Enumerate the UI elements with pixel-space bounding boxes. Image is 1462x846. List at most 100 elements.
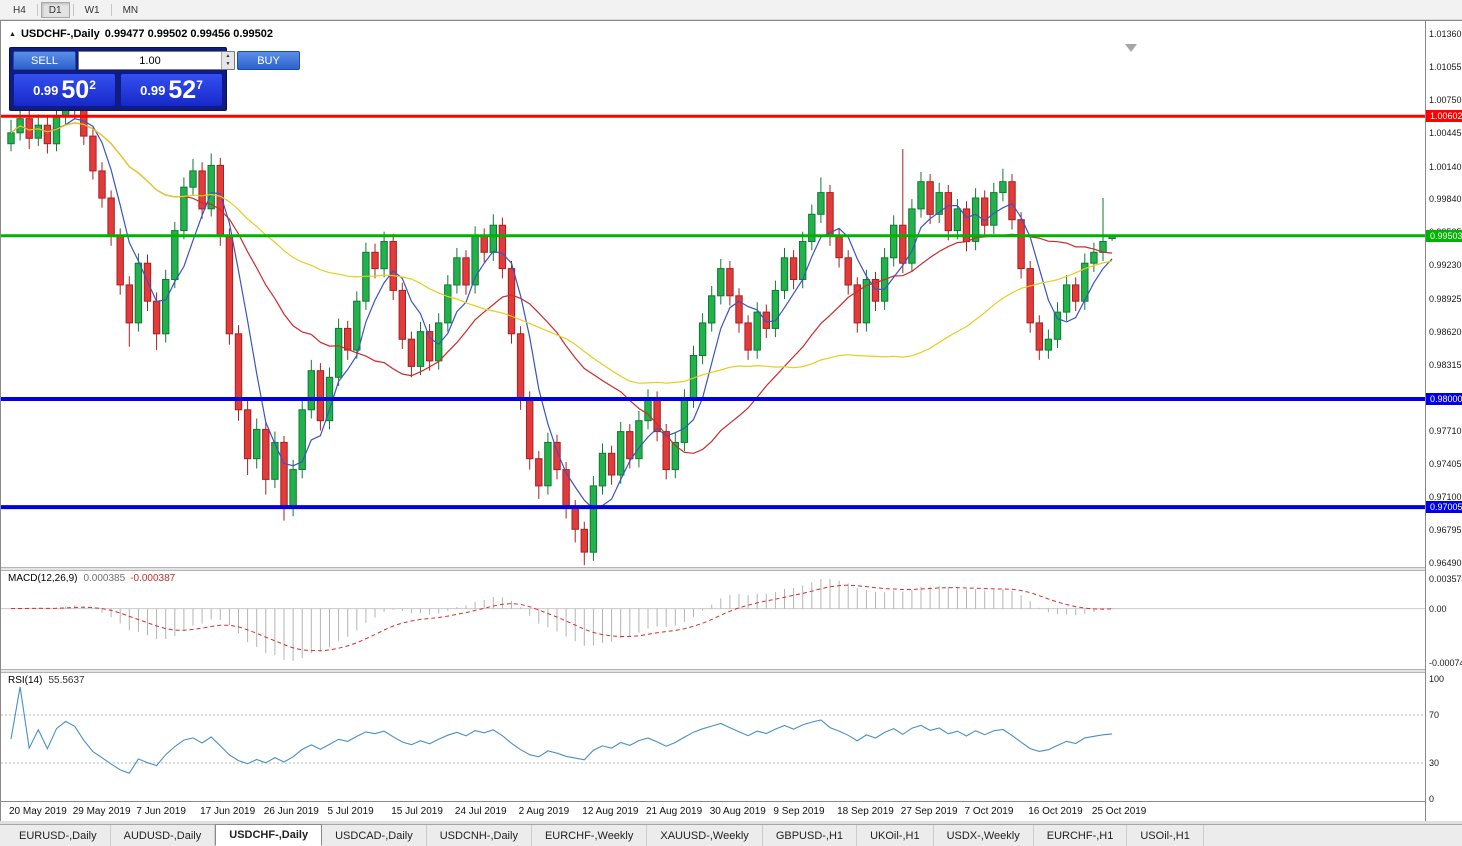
sell-price-prefix: 0.99: [33, 82, 59, 98]
rsi-panel-canvas[interactable]: [1, 673, 1425, 801]
price-line-badge: 0.98000: [1426, 393, 1462, 405]
chart-tab-eurchf-h1[interactable]: EURCHF-,H1: [1034, 825, 1128, 846]
macd-name: MACD(12,26,9): [8, 573, 78, 584]
buy-price-button[interactable]: 0.99 52 7: [120, 73, 223, 107]
date-tick: 25 Oct 2019: [1091, 806, 1147, 817]
price-tick: 0.98315: [1429, 359, 1462, 370]
time-axis[interactable]: 20 May 2019 29 May 2019 7 Jun 2019 17 Jun 2…: [1, 801, 1425, 822]
date-tick: 18 Sep 2019: [837, 806, 894, 817]
price-tick: 1.00750: [1429, 95, 1462, 106]
volume-increase-button[interactable]: ▲: [222, 52, 234, 61]
timeframe-button-h4[interactable]: H4: [5, 2, 34, 18]
sell-button[interactable]: SELL: [13, 51, 76, 70]
chart-title-symbol: USDCHF-,Daily: [20, 28, 100, 40]
chart-tab-usdx-weekly[interactable]: USDX-,Weekly: [934, 825, 1034, 846]
ma-line-45: [10, 122, 1113, 384]
price-tick: 0.98925: [1429, 293, 1462, 304]
panel-splitter[interactable]: [1, 567, 1425, 571]
chart-window: ▲ USDCHF-,Daily 0.99477 0.99502 0.99456 …: [0, 20, 1462, 823]
date-tick: 24 Jul 2019: [454, 806, 507, 817]
chart-tab-usdcad-daily[interactable]: USDCAD-,Daily: [322, 825, 427, 846]
sell-price-big: 50: [61, 75, 90, 104]
chart-tab-gbpusd-h1[interactable]: GBPUSD-,H1: [763, 825, 858, 846]
price-tick: 0.99230: [1429, 260, 1462, 271]
chart-tab-audusd-daily[interactable]: AUDUSD-,Daily: [111, 825, 216, 846]
chart-tab-bar: EURUSD-,Daily AUDUSD-,Daily USDCHF-,Daily U…: [0, 824, 1462, 846]
one-click-trading-panel: SELL ▲ ▼ BUY 0.99 50 2 0.99 52 7: [9, 47, 300, 111]
price-tick: 1.01055: [1429, 62, 1462, 73]
macd-value-main: 0.000385: [83, 573, 126, 584]
chart-title-ohlc: 0.99477 0.99502 0.99456 0.99502: [104, 28, 273, 40]
date-tick: 7 Oct 2019: [964, 806, 1014, 817]
indicator-axis-label: -0.000749: [1429, 658, 1462, 668]
price-tick: 1.00445: [1429, 128, 1462, 139]
chart-tab-usdchf-daily[interactable]: USDCHF-,Daily: [215, 824, 323, 846]
date-tick: 29 May 2019: [72, 806, 131, 817]
buy-price-sup: 7: [196, 78, 203, 92]
toolbar-separator: [110, 3, 112, 16]
date-tick: 12 Aug 2019: [582, 806, 639, 817]
chart-tab-xauusd-weekly[interactable]: XAUUSD-,Weekly: [647, 825, 763, 846]
toolbar-separator: [72, 3, 74, 16]
timeframe-button-mn[interactable]: MN: [115, 2, 147, 18]
chart-tab-ukoil-h1[interactable]: UKOil-,H1: [857, 825, 934, 846]
date-tick: 30 Aug 2019: [709, 806, 766, 817]
chart-tab-eurchf-weekly[interactable]: EURCHF-,Weekly: [532, 825, 648, 846]
chart-title: ▲ USDCHF-,Daily 0.99477 0.99502 0.99456 …: [9, 28, 273, 40]
ma-line-20: [10, 122, 1113, 454]
price-tick: 0.97100: [1429, 491, 1462, 502]
indicator-axis-label: 0.00: [1429, 603, 1447, 614]
volume-decrease-button[interactable]: ▼: [222, 60, 234, 69]
price-line-badge: 0.99503: [1426, 229, 1462, 242]
indicator-axis-label: 100: [1429, 674, 1445, 684]
rsi-value: 55.5637: [48, 675, 85, 686]
macd-panel-canvas[interactable]: [1, 571, 1425, 669]
date-tick: 27 Sep 2019: [900, 806, 958, 817]
buy-button[interactable]: BUY: [237, 51, 300, 70]
chart-tab-eurusd-daily[interactable]: EURUSD-,Daily: [6, 825, 111, 846]
macd-histogram: [19, 579, 1113, 661]
indicator-axis-label: 0: [1429, 794, 1435, 804]
indicator-axis-label: 30: [1429, 758, 1440, 768]
ma-line-5: [10, 118, 1113, 510]
indicator-axis-label: 0.003574: [1429, 574, 1462, 584]
date-tick: 26 Jun 2019: [263, 806, 319, 817]
chart-tab-usoil-h1[interactable]: USOil-,H1: [1127, 825, 1204, 846]
date-tick: 17 Jun 2019: [200, 806, 256, 817]
price-tick: 1.00140: [1429, 161, 1462, 172]
collapse-triangle-icon[interactable]: ▲: [9, 30, 16, 38]
panel-splitter[interactable]: [1, 669, 1425, 673]
price-tick: 0.97710: [1429, 425, 1462, 436]
price-tick: 0.96795: [1429, 524, 1462, 535]
date-tick: 5 Jul 2019: [327, 806, 374, 817]
toolbar-separator: [36, 3, 38, 16]
chart-tab-usdcnh-daily[interactable]: USDCNH-,Daily: [427, 825, 532, 846]
sell-price-button[interactable]: 0.99 50 2: [13, 73, 116, 107]
macd-value-signal: -0.000387: [130, 573, 176, 584]
volume-spinner: ▲ ▼: [221, 52, 234, 69]
buy-price-prefix: 0.99: [140, 82, 166, 98]
price-tick: 0.98620: [1429, 326, 1462, 337]
date-tick: 21 Aug 2019: [646, 806, 703, 817]
price-tick: 0.96490: [1429, 558, 1462, 568]
price-tick: 0.99840: [1429, 194, 1462, 205]
sell-price-sup: 2: [89, 78, 96, 92]
price-tick: 1.01360: [1429, 29, 1462, 39]
timeframe-button-d1[interactable]: D1: [40, 1, 70, 18]
date-tick: 2 Aug 2019: [518, 806, 570, 817]
macd-label: MACD(12,26,9) 0.000385 -0.000387: [8, 573, 175, 584]
timeframe-toolbar: H4 D1 W1 MN: [0, 0, 1462, 20]
main-chart-canvas[interactable]: [1, 21, 1425, 567]
date-tick: 20 May 2019: [9, 806, 67, 817]
price-axis[interactable]: 1.01360 1.01055 1.00750 1.00445 1.00140 0.998…: [1425, 21, 1462, 822]
date-tick: 16 Oct 2019: [1028, 806, 1083, 817]
indicator-axis-label: 70: [1429, 710, 1440, 720]
date-tick: 9 Sep 2019: [773, 806, 825, 817]
volume-input[interactable]: [79, 52, 221, 69]
rsi-line: [10, 686, 1113, 774]
timeframe-button-w1[interactable]: W1: [77, 2, 108, 18]
candlesticks: [7, 86, 1116, 566]
volume-box: ▲ ▼: [78, 51, 235, 70]
date-tick: 15 Jul 2019: [391, 806, 443, 817]
price-tick: 0.97405: [1429, 458, 1462, 469]
